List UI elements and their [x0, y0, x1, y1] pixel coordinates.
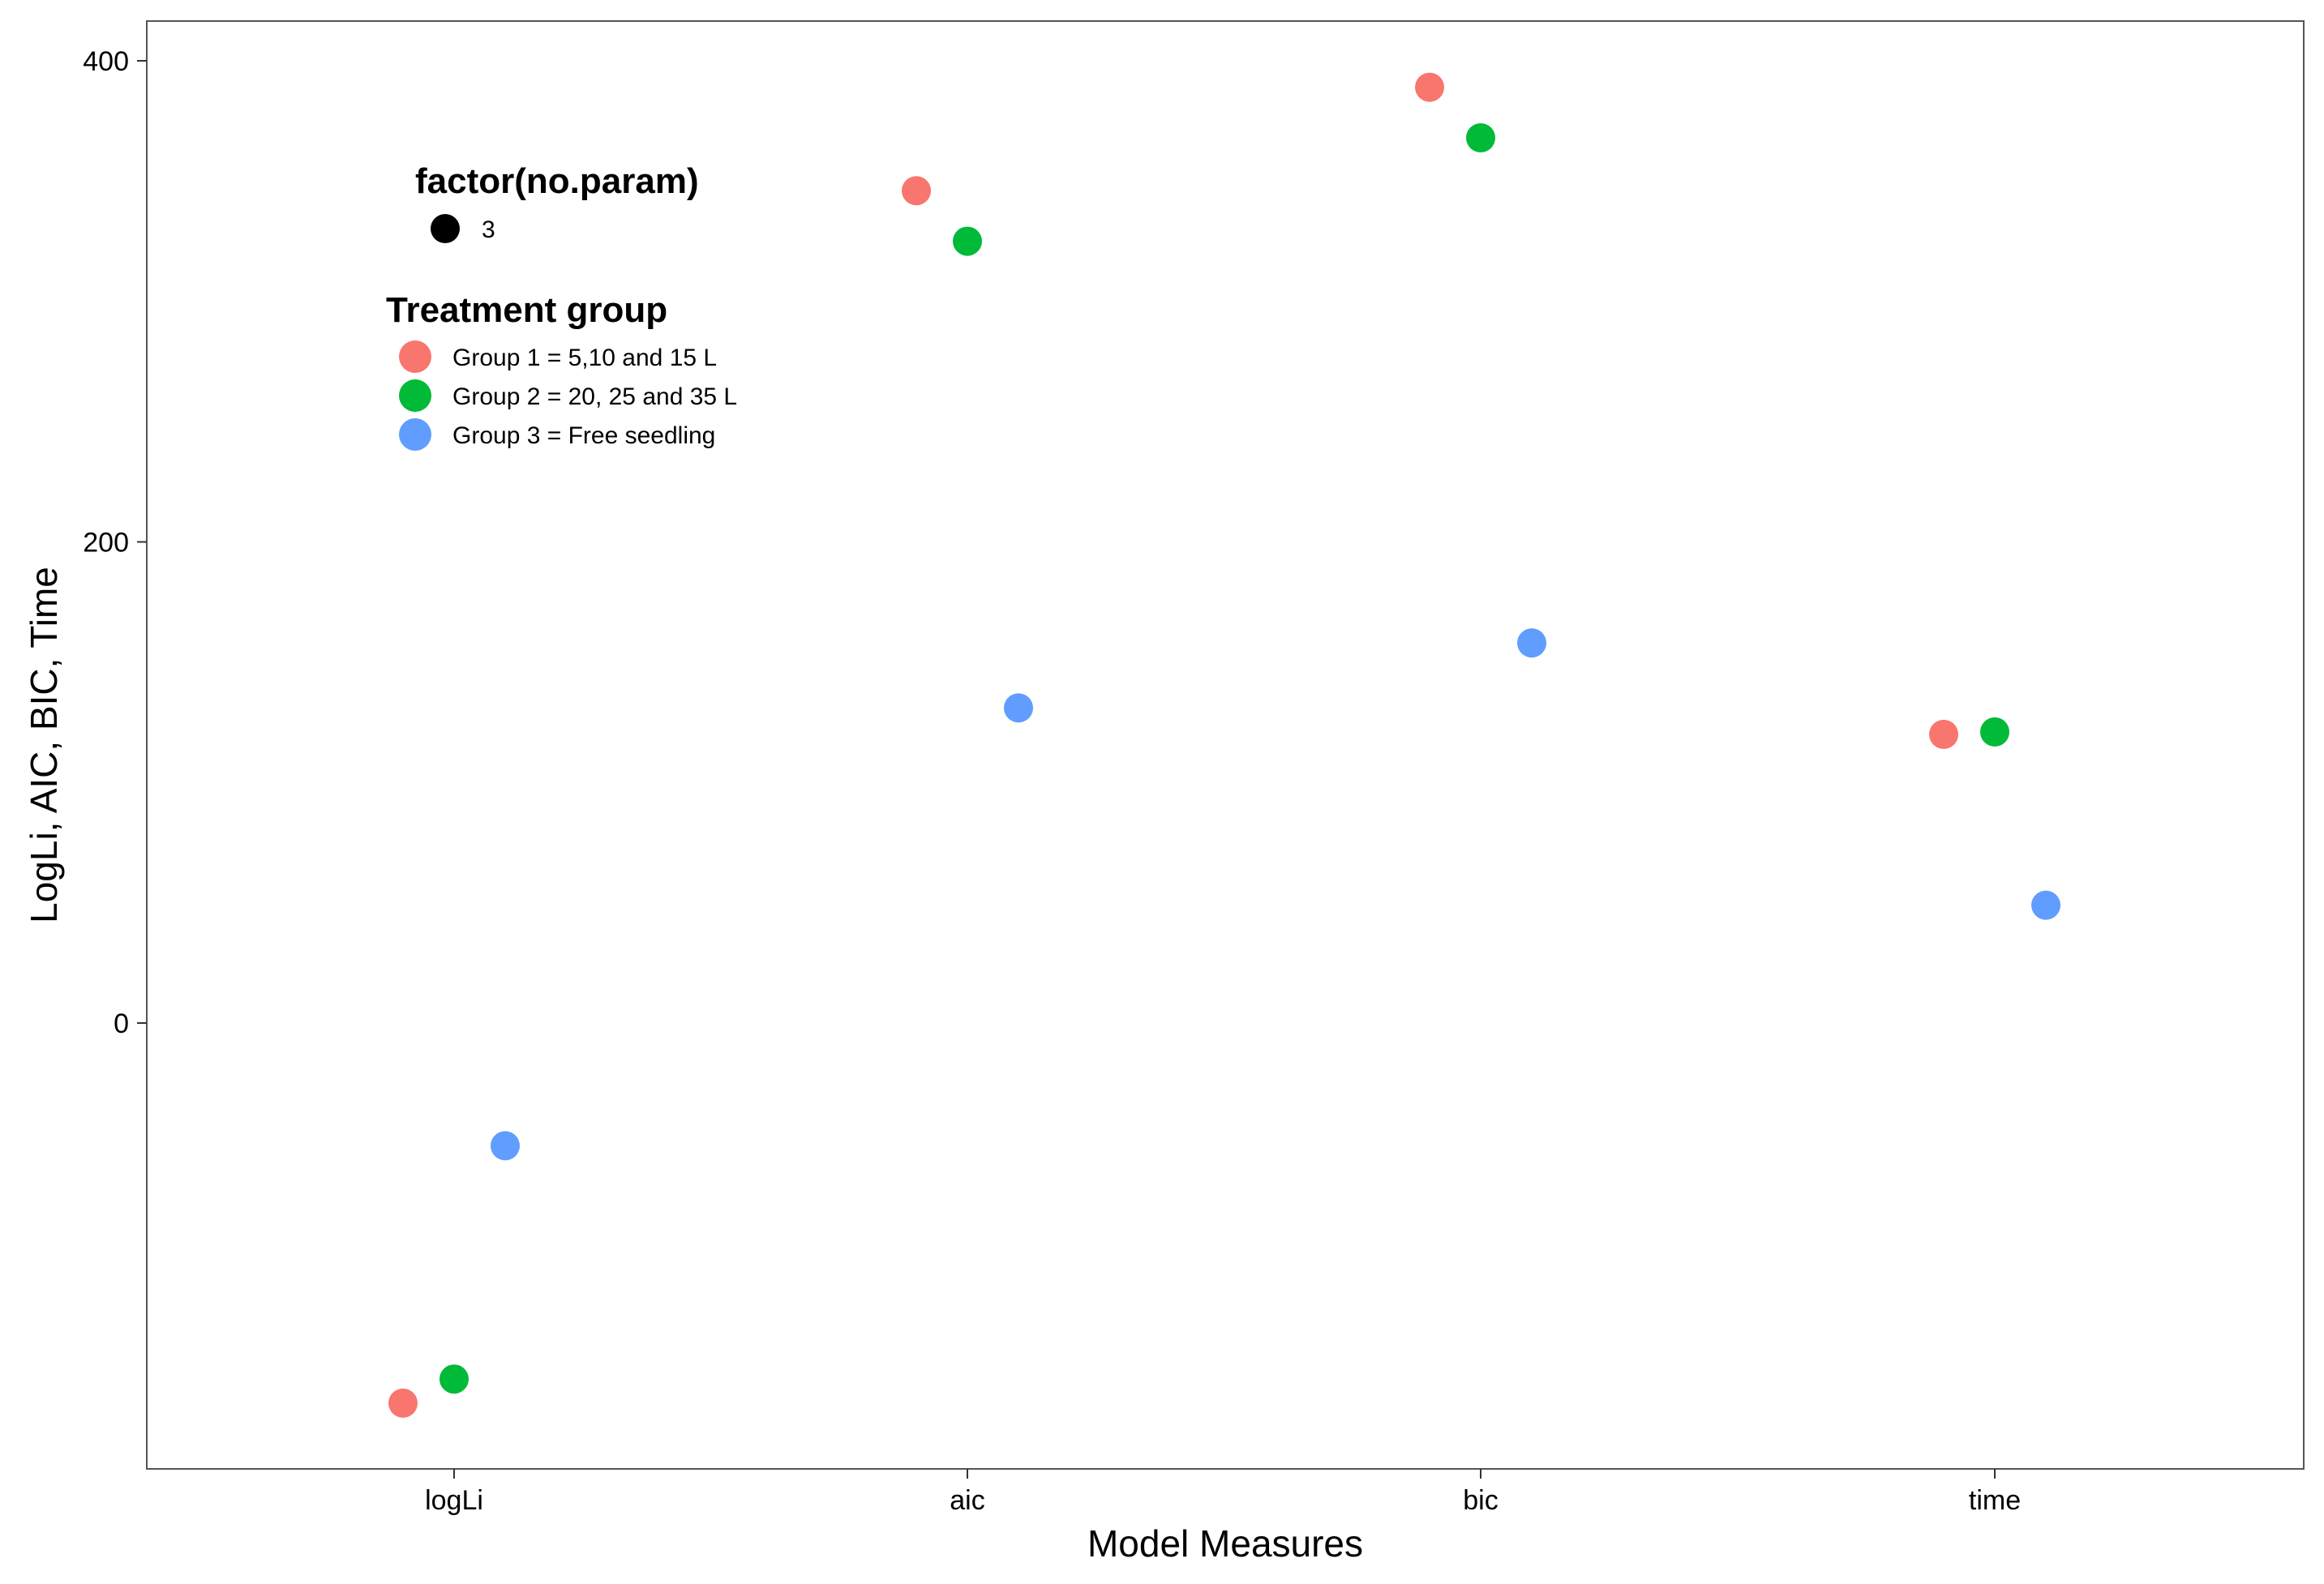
- x-axis-title: Model Measures: [1087, 1522, 1363, 1565]
- legend-label: Group 2 = 20, 25 and 35 L: [452, 383, 737, 410]
- y-tick-label: 200: [83, 528, 129, 559]
- legend-key: [399, 379, 431, 412]
- legend: factor(no.param) 3 Treatment group Group 1 …: [386, 161, 737, 451]
- y-axis: 0 200 400: [83, 46, 147, 1039]
- plot-panel: [146, 20, 2305, 1470]
- legend-label: Group 1 = 5,10 and 15 L: [452, 345, 717, 371]
- x-tick-label: aic: [950, 1485, 984, 1516]
- data-point: [1517, 628, 1546, 658]
- data-point: [1004, 693, 1033, 723]
- legend-label: Group 3 = Free seedling: [452, 422, 715, 449]
- legend-key: [431, 214, 460, 243]
- y-tick-label: 0: [114, 1008, 129, 1039]
- data-points: [388, 72, 2060, 1418]
- legend-label: 3: [482, 216, 495, 243]
- y-tick-label: 400: [83, 46, 129, 77]
- x-tick-label: logLi: [425, 1485, 483, 1516]
- x-tick-label: bic: [1463, 1485, 1498, 1516]
- data-point: [953, 226, 982, 256]
- data-point: [491, 1131, 520, 1161]
- data-point: [1415, 72, 1444, 102]
- data-point: [1980, 717, 2009, 747]
- data-point: [440, 1364, 469, 1394]
- data-point: [1466, 122, 1495, 152]
- legend-key: [399, 418, 431, 451]
- x-tick-label: time: [1969, 1485, 2021, 1516]
- legend-title: Treatment group: [386, 290, 667, 330]
- legend-key: [399, 340, 431, 373]
- legend-title: factor(no.param): [415, 161, 699, 201]
- data-point: [2031, 890, 2060, 920]
- data-point: [1929, 719, 1958, 749]
- x-axis: logLi aic bic time: [425, 1469, 2021, 1516]
- data-point: [388, 1388, 418, 1418]
- y-axis-title: LogLi, AIC, BIC, Time: [23, 567, 65, 923]
- data-point: [902, 176, 931, 206]
